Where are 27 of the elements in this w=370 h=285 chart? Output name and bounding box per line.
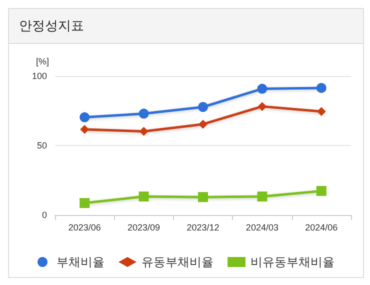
legend-label: 비유동부채비율: [250, 255, 334, 269]
x-tick-label: 2024/06: [305, 222, 338, 232]
y-tick-label: 50: [36, 140, 47, 150]
point: [80, 124, 90, 134]
point: [198, 120, 208, 129]
point: [257, 192, 268, 202]
point: [198, 102, 208, 112]
point: [316, 82, 326, 93]
x-tick-label: 2023/12: [186, 222, 220, 232]
x-tick-label: 2024/03: [246, 222, 278, 232]
chart-title: 안정성지표: [9, 9, 363, 44]
point: [258, 102, 267, 111]
x-tick-label: 2023/06: [68, 222, 101, 232]
point: [80, 198, 90, 208]
y-tick-label: 100: [32, 71, 47, 81]
x-tick-label: 2023/09: [128, 222, 160, 232]
point: [80, 112, 90, 122]
point: [198, 192, 208, 202]
point: [316, 186, 326, 196]
legend-label: 유동부채비율: [142, 255, 214, 269]
point: [257, 84, 268, 94]
y-axis-title: [%]: [36, 56, 49, 66]
point: [316, 106, 326, 116]
point: [138, 108, 149, 119]
point: [138, 192, 149, 202]
y-tick-label: 0: [42, 210, 47, 220]
legend-label: 부채비율: [56, 255, 104, 269]
